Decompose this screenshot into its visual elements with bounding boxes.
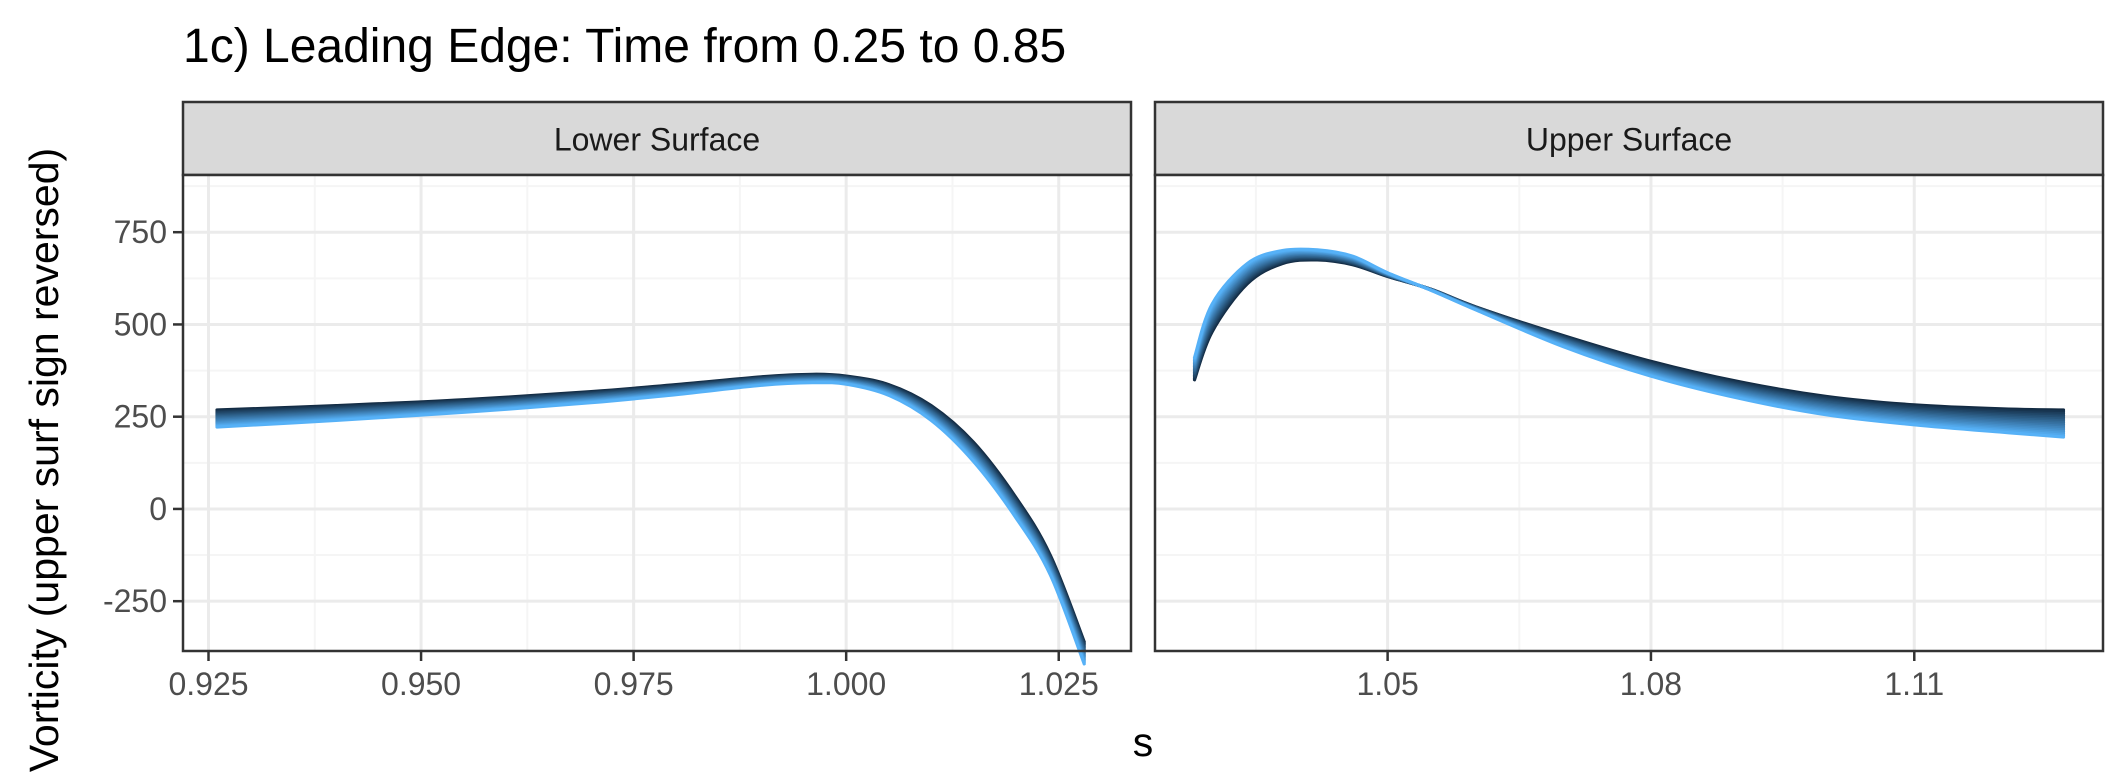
x-tick-label: 1.000: [806, 666, 886, 702]
facet-strip-label: Upper Surface: [1526, 122, 1732, 158]
panel-upper-surface: Upper Surface 1.05 1.08 1.11: [1153, 100, 2105, 702]
y-axis-label: Vorticity (upper surf sign reversed): [21, 148, 67, 772]
panels: Lower Surface 0.925 0.950 0.975 1.000 1.025 -2…: [103, 100, 2105, 702]
facet-strip: [181, 100, 1133, 177]
x-tick-label: 1.08: [1620, 666, 1682, 702]
x-tick-label: 1.05: [1356, 666, 1418, 702]
x-tick-label: 0.975: [594, 666, 674, 702]
series-line-time-16: [1192, 247, 2066, 439]
panel-border: [181, 173, 1133, 653]
y-tick-label: -250: [103, 583, 167, 619]
panel-border: [1153, 173, 2105, 653]
y-tick-label: 500: [114, 306, 167, 342]
x-tick-label: 1.11: [1884, 666, 1944, 702]
chart-title: 1c) Leading Edge: Time from 0.25 to 0.85: [183, 20, 1066, 73]
facet-strip: [1153, 100, 2105, 177]
y-tick-label: 750: [114, 214, 167, 250]
x-tick-label: 0.950: [381, 666, 461, 702]
y-tick-label: 0: [149, 491, 167, 527]
series-line-time-16: [215, 380, 1086, 666]
x-axis-label: s: [1133, 719, 1154, 765]
facet-strip-label: Lower Surface: [554, 122, 760, 158]
x-tick-label: 1.025: [1019, 666, 1099, 702]
y-tick-label: 250: [114, 399, 167, 435]
x-tick-label: 0.925: [168, 666, 248, 702]
panel-lower-surface: Lower Surface 0.925 0.950 0.975 1.000 1.025 -2…: [103, 100, 1133, 702]
